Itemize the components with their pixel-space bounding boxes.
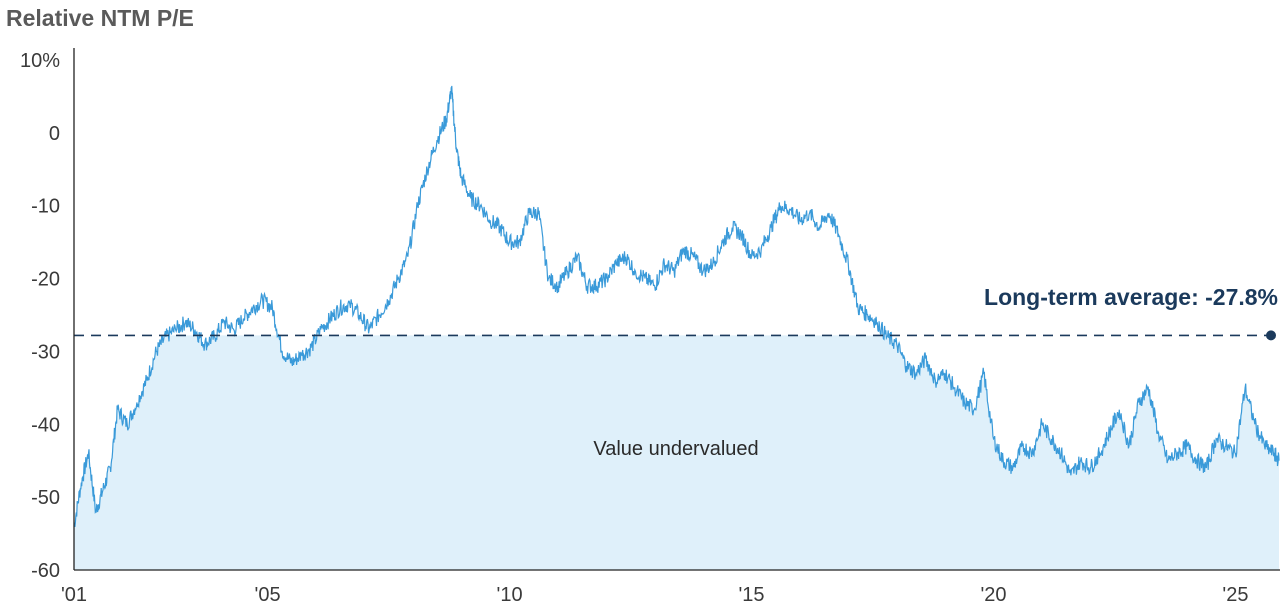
plot-area bbox=[73, 85, 1280, 570]
y-tick-label: -20 bbox=[31, 269, 60, 291]
average-dot bbox=[1266, 330, 1276, 341]
y-axis: 10% 0 -10 -20 -30 -40 -50 -60 bbox=[20, 48, 75, 582]
series-line bbox=[73, 85, 1280, 528]
x-axis: '01 '05 '10 '15 '20 '25 bbox=[61, 569, 1280, 606]
x-tick-label: '25 bbox=[1222, 584, 1248, 606]
x-tick-label: '15 bbox=[738, 584, 764, 606]
undervalued-area bbox=[74, 335, 1279, 570]
x-tick-label: '20 bbox=[980, 584, 1006, 606]
x-tick-label: '05 bbox=[255, 584, 281, 606]
y-tick-label: 10% bbox=[20, 50, 60, 72]
y-tick-label: 0 bbox=[49, 123, 60, 145]
chart-title: Relative NTM P/E bbox=[6, 5, 194, 31]
y-tick-label: -60 bbox=[31, 560, 60, 582]
region-label: Value undervalued bbox=[593, 438, 758, 460]
y-tick-label: -10 bbox=[31, 196, 60, 218]
x-tick-label: '10 bbox=[497, 584, 523, 606]
y-tick-label: -50 bbox=[31, 487, 60, 509]
y-tick-label: -40 bbox=[31, 414, 60, 436]
y-tick-label: -30 bbox=[31, 341, 60, 363]
average-label: Long-term average: -27.8% bbox=[984, 284, 1278, 310]
x-tick-label: '01 bbox=[61, 584, 87, 606]
